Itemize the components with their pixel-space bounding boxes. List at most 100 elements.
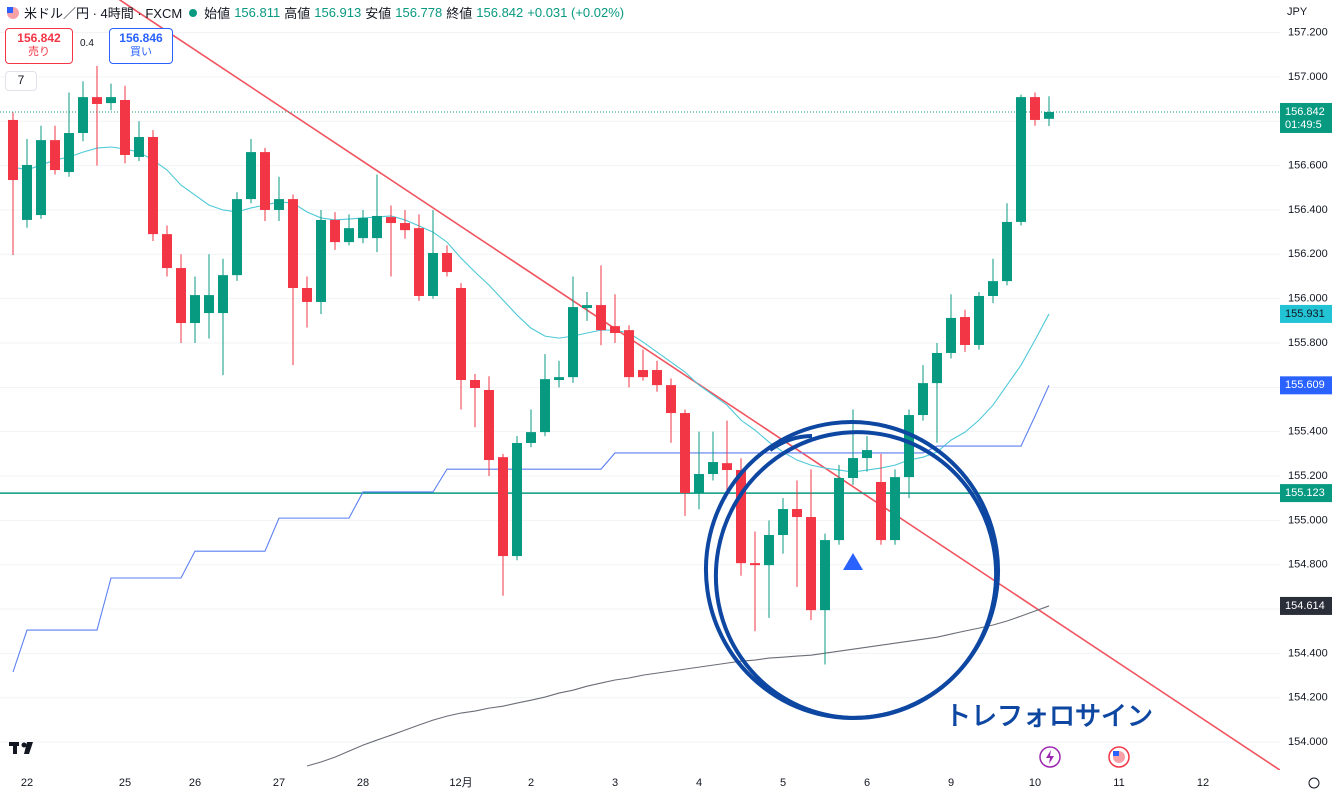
x-tick-label: 3: [612, 777, 618, 789]
x-tick-label: 22: [21, 777, 33, 789]
candle-body: [456, 288, 466, 381]
sell-button[interactable]: 156.842 売り: [5, 28, 73, 64]
candle-body: [596, 305, 606, 331]
candle-body: [1002, 221, 1012, 282]
candle-body: [876, 481, 886, 541]
candle-body: [1016, 97, 1026, 222]
candle-body: [694, 474, 704, 494]
ohlc-label: 始値: [204, 6, 231, 21]
line-tag-bg: [1280, 376, 1332, 395]
line-tag: 155.931: [1285, 308, 1325, 320]
line-tag-bg: [1280, 304, 1332, 323]
candle-body: [106, 97, 116, 104]
y-tick-label: 156.400: [1288, 204, 1328, 216]
y-tick-label: 154.000: [1288, 736, 1328, 748]
ohlc-value: 156.811: [234, 5, 281, 20]
candle-body: [890, 477, 900, 541]
candle-body: [932, 352, 942, 384]
candle-body: [64, 133, 74, 173]
currency: JPY: [1287, 6, 1308, 18]
y-tick-label: 155.400: [1288, 426, 1328, 438]
drawing: [703, 420, 1001, 720]
candle-body: [540, 379, 550, 433]
hand-stroke: [768, 434, 813, 452]
candle-body: [806, 517, 816, 611]
x-tick-label: 4: [696, 777, 702, 789]
candle-body: [92, 97, 102, 104]
indicator-count: 7: [17, 73, 25, 87]
buy-button[interactable]: 156.846 買い: [109, 28, 173, 64]
candle-body: [960, 317, 970, 345]
candle-body: [442, 252, 452, 273]
ohlc-value: 156.778: [395, 5, 443, 20]
candle-body: [680, 413, 690, 494]
signal-marker: [843, 553, 863, 570]
candle-body: [834, 478, 844, 541]
candle-body: [904, 415, 914, 478]
candle-body: [316, 219, 326, 302]
annotation: トレフォロサイン: [945, 701, 1153, 731]
trendline: [118, 0, 1280, 770]
candle-body: [134, 137, 144, 157]
y-tick-label: 154.800: [1288, 559, 1328, 571]
x-tick-label: 5: [780, 777, 786, 789]
candle-body: [414, 228, 424, 296]
x-tick-label: 2: [528, 777, 534, 789]
symbol: 米ドル／円 · 4時間 · FXCM: [24, 6, 183, 21]
candle-body: [512, 442, 522, 557]
candle-body: [792, 509, 802, 518]
ohlc-value: 156.913: [314, 5, 362, 20]
candle-body: [358, 217, 368, 239]
settings-icon[interactable]: [1308, 777, 1320, 789]
ohlc-label: 安値: [365, 6, 392, 21]
x-tick-label: 11: [1113, 777, 1124, 789]
event-icon: [1108, 746, 1130, 768]
plot-area: [0, 0, 1280, 770]
candle-body: [638, 370, 648, 378]
candle-body: [50, 140, 60, 171]
candle-body: [820, 540, 830, 611]
spread: 0.4: [80, 38, 94, 49]
x-tick-label: 6: [864, 777, 870, 789]
sell-price: 156.842: [17, 31, 61, 45]
candle-body: [302, 288, 312, 302]
candle-body: [666, 385, 676, 414]
candle-body: [148, 137, 158, 235]
candle-body: [526, 432, 536, 443]
candle-body: [974, 295, 984, 345]
y-tick-label: 156.200: [1288, 248, 1328, 260]
candle-body: [428, 252, 438, 296]
grid: [0, 32, 1280, 743]
candle-body: [330, 219, 340, 243]
change: +0.031 (+0.02%): [527, 5, 625, 20]
ohlc-label: 終値: [446, 6, 473, 21]
candle-body: [162, 234, 172, 269]
y-tick-label: 157.200: [1288, 26, 1328, 38]
ohlc-value: 156.842: [476, 5, 524, 20]
y-tick-label: 157.000: [1288, 71, 1328, 83]
candle-body: [232, 199, 242, 276]
line-tag-bg: [1280, 596, 1332, 615]
candle-body: [218, 275, 228, 314]
indicator-toggle[interactable]: 7: [5, 71, 37, 91]
y-tick-label: 154.200: [1288, 692, 1328, 704]
candle-body: [862, 450, 872, 459]
candle-body: [260, 152, 270, 210]
x-tick-label: 12: [1197, 777, 1209, 789]
candle-body: [624, 330, 634, 378]
y-tick-label: 156.600: [1288, 160, 1328, 172]
line-tag: 155.609: [1285, 379, 1325, 391]
candle-body: [708, 462, 718, 475]
indicator-line: [12, 385, 1050, 673]
x-tick-label: 26: [189, 777, 201, 789]
x-tick-label: 9: [948, 777, 954, 789]
buy-label: 買い: [130, 46, 152, 58]
price-tag: 156.842: [1285, 106, 1325, 118]
candle-body: [22, 164, 32, 220]
countdown: 01:49:5: [1285, 119, 1322, 131]
x-tick-label: 10: [1029, 777, 1041, 789]
candle-body: [610, 326, 620, 334]
candle-body: [778, 509, 788, 535]
